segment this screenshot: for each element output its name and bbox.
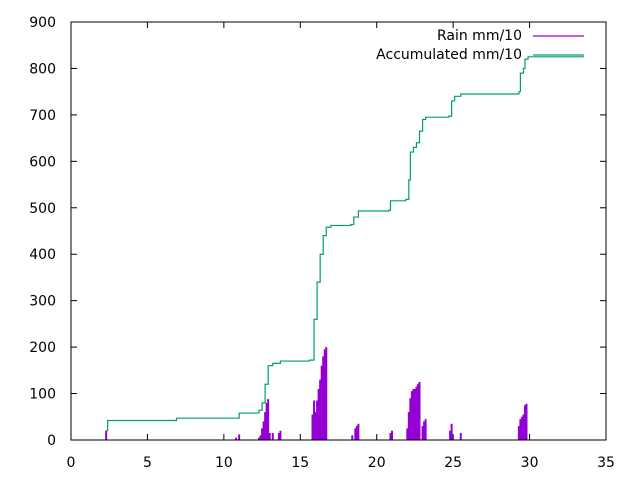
- y-tick-label-3: 300: [29, 294, 56, 310]
- x-tick-label-6: 30: [521, 455, 539, 471]
- y-tick-label-9: 900: [29, 15, 56, 31]
- rain-series: [105, 347, 528, 440]
- x-tick-label-4: 20: [368, 455, 386, 471]
- y-tick-label-2: 200: [29, 340, 56, 356]
- y-tick-label-6: 600: [29, 154, 56, 170]
- x-tick-label-2: 10: [215, 455, 233, 471]
- y-tick-label-7: 700: [29, 108, 56, 124]
- legend-label-accumulated: Accumulated mm/10: [376, 47, 522, 63]
- x-tick-label-5: 25: [444, 455, 462, 471]
- plot-frame: [70, 21, 607, 441]
- x-tick-label-1: 5: [143, 455, 152, 471]
- legend-label-rain: Rain mm/10: [437, 28, 522, 44]
- y-tick-label-0: 0: [47, 433, 56, 449]
- y-axis: 0 100 200 300 400 500 600 700 800 900: [29, 15, 606, 449]
- legend: Rain mm/10 Accumulated mm/10: [376, 28, 584, 63]
- y-tick-label-1: 100: [29, 387, 56, 403]
- y-tick-label-5: 500: [29, 201, 56, 217]
- legend-entry-rain: Rain mm/10: [437, 28, 584, 44]
- x-tick-label-7: 35: [597, 455, 615, 471]
- y-tick-label-4: 400: [29, 247, 56, 263]
- legend-entry-accumulated: Accumulated mm/10: [376, 47, 584, 63]
- x-axis: 0 5 10 15 20 25 30 35: [67, 22, 615, 471]
- x-tick-label-0: 0: [67, 455, 76, 471]
- x-tick-label-3: 15: [291, 455, 309, 471]
- accumulated-series-line: [106, 55, 584, 432]
- y-tick-label-8: 800: [29, 61, 56, 77]
